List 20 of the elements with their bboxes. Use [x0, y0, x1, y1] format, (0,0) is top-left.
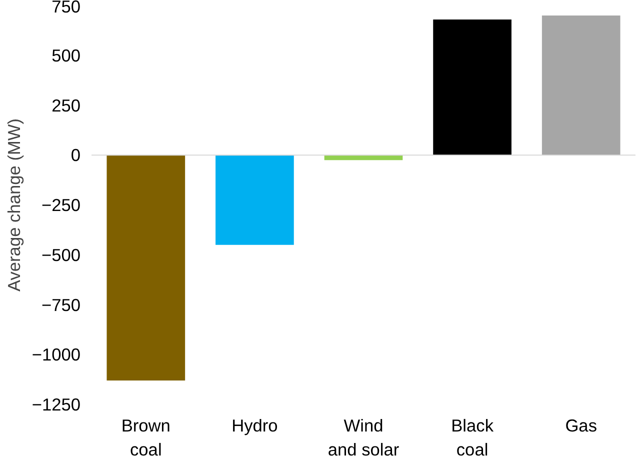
- y-tick-label: −750: [41, 294, 80, 315]
- x-tick-label: Gas: [565, 416, 598, 436]
- y-tick-label: 0: [70, 145, 81, 166]
- x-tick-label: Hydro: [232, 416, 278, 436]
- y-tick-label: −500: [41, 244, 80, 265]
- y-tick-label: 750: [52, 0, 81, 16]
- y-tick-label: 250: [52, 95, 81, 116]
- y-tick-label: −250: [41, 195, 80, 215]
- x-tick-label: Black coal: [451, 416, 494, 460]
- y-tick-label: −1000: [32, 344, 81, 365]
- bar: [216, 155, 294, 245]
- bar: [324, 155, 403, 160]
- y-axis-title: Average change (MW): [4, 118, 24, 292]
- bar: [542, 15, 620, 156]
- y-tick-label: 500: [52, 45, 81, 66]
- y-tick-label: −1250: [32, 394, 81, 414]
- bar: [433, 19, 512, 156]
- x-tick-label: Wind and solar: [328, 416, 400, 460]
- bar: [106, 155, 186, 381]
- x-tick-label: Brown coal: [121, 416, 170, 460]
